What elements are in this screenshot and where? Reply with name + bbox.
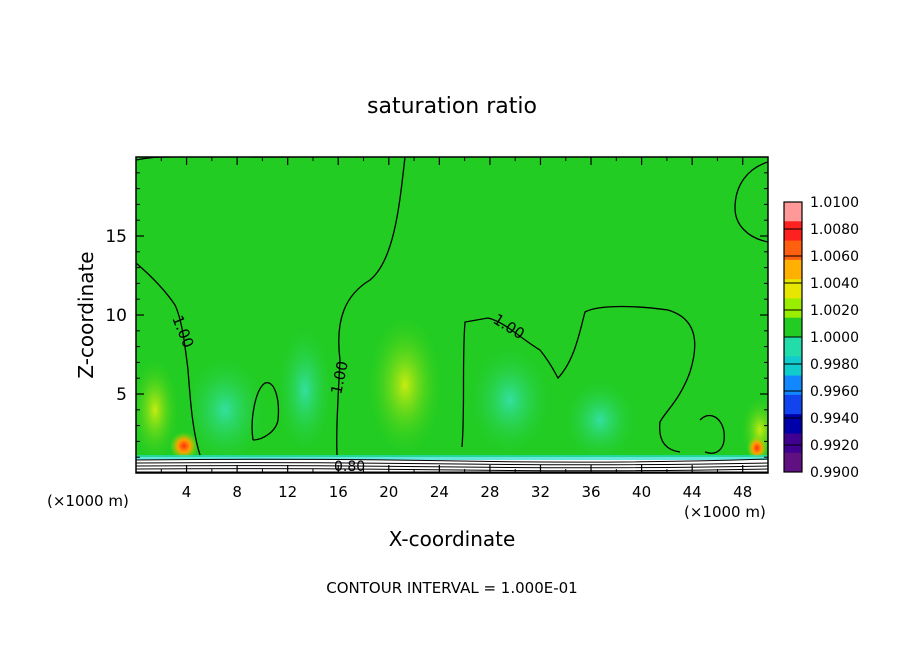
colorbar-swatch xyxy=(784,433,802,454)
surface-contours xyxy=(136,458,768,473)
x-tick-label: 28 xyxy=(480,483,499,501)
x-tick-label: 36 xyxy=(581,483,600,501)
colorbar-label: 0.9920 xyxy=(810,438,859,454)
plume-cool xyxy=(560,375,640,465)
plume-cool xyxy=(180,350,270,470)
colorbar-label: 0.9980 xyxy=(810,357,859,373)
y-axis: 5 10 15 xyxy=(105,172,768,458)
colorbar-swatch xyxy=(784,279,802,299)
x-tick-label: 8 xyxy=(232,483,242,501)
colorbar-swatch xyxy=(784,221,802,242)
contour-interval-note: CONTOUR INTERVAL = 1.000E-01 xyxy=(326,579,577,597)
plume-warm xyxy=(136,355,180,465)
colorbar-label: 1.0080 xyxy=(810,222,859,238)
colorbar: 1.0100 1.0080 1.0060 1.0040 1.0020 1.0000 0.99… xyxy=(783,195,859,481)
colorbar-label: 0.9900 xyxy=(810,465,859,481)
colorbar-swatch xyxy=(784,259,802,280)
contour-lines xyxy=(136,157,768,456)
x-unit-left: (×1000 m) xyxy=(47,492,129,510)
chart-title: saturation ratio xyxy=(367,94,537,119)
plume-warm xyxy=(365,310,445,460)
colorbar-label: 1.0040 xyxy=(810,276,859,292)
x-tick-label: 4 xyxy=(182,483,192,501)
colorbar-label: 1.0020 xyxy=(810,303,859,319)
x-tick-label: 44 xyxy=(683,483,702,501)
colorbar-label: 1.0060 xyxy=(810,249,859,265)
colorbar-swatch xyxy=(784,240,802,261)
x-tick-label: 20 xyxy=(379,483,398,501)
colorbar-label: 0.9940 xyxy=(810,411,859,427)
plume-cool xyxy=(275,320,335,460)
x-tick-label: 24 xyxy=(430,483,449,501)
x-unit-right: (×1000 m) xyxy=(684,503,766,521)
colorbar-swatch xyxy=(784,337,802,357)
colorbar-label: 1.0000 xyxy=(810,330,859,346)
x-axis: 4 8 12 16 20 24 28 32 36 40 44 48 xyxy=(160,157,752,501)
hot-spot xyxy=(170,432,198,460)
colorbar-swatch xyxy=(784,202,802,222)
colorbar-label: 0.9960 xyxy=(810,384,859,400)
colorbar-swatch xyxy=(784,414,802,434)
colorbar-label: 1.0100 xyxy=(810,195,859,211)
plume-cool xyxy=(465,340,555,460)
colorbar-swatch xyxy=(784,317,802,338)
hot-spot xyxy=(747,436,767,460)
x-tick-label: 32 xyxy=(531,483,550,501)
contour-label: 0.80 xyxy=(334,459,365,475)
colorbar-swatch xyxy=(784,356,802,377)
colorbar-swatch xyxy=(784,375,802,396)
y-tick-label: 5 xyxy=(116,385,127,405)
colorbar-swatch xyxy=(784,298,802,319)
y-tick-label: 15 xyxy=(105,227,127,247)
y-tick-label: 10 xyxy=(105,306,127,326)
colorbar-swatch xyxy=(784,452,802,473)
x-tick-label: 40 xyxy=(632,483,651,501)
x-tick-label: 12 xyxy=(278,483,297,501)
y-axis-label: Z-coordinate xyxy=(74,251,98,378)
heatmap-field xyxy=(136,157,768,473)
x-tick-label: 48 xyxy=(733,483,752,501)
x-tick-label: 16 xyxy=(329,483,348,501)
x-axis-label: X-coordinate xyxy=(389,527,516,551)
colorbar-swatch xyxy=(784,394,802,415)
